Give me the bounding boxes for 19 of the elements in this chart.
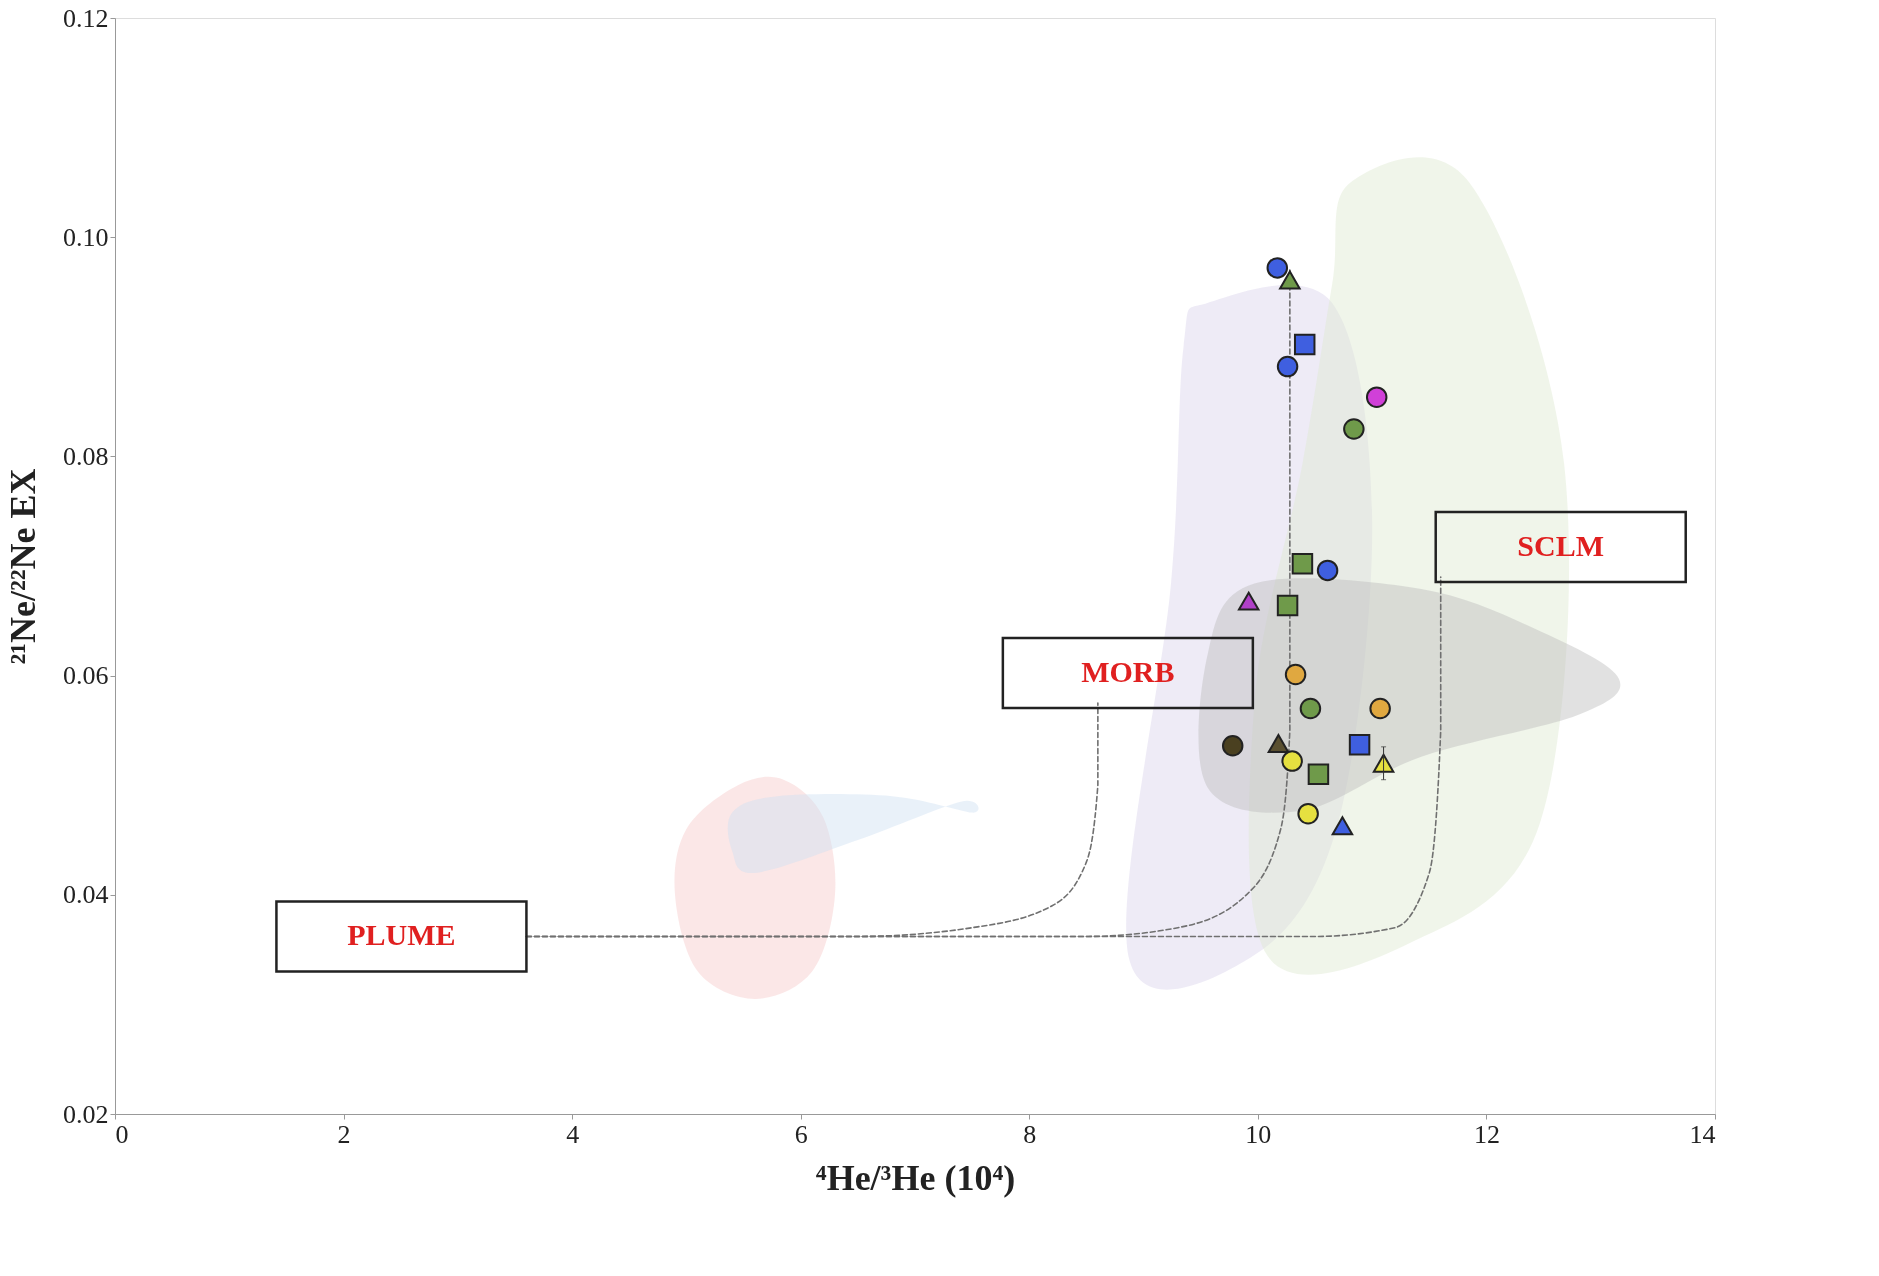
x-tick-label: 6 [794,1119,808,1149]
y-tick-label: 0.04 [63,880,109,910]
y-tick-label: 0.02 [63,1099,109,1129]
y-tick-label: 0.06 [63,661,109,691]
y-tick-label: 0.12 [63,3,109,33]
x-tick-label: 8 [1023,1119,1037,1149]
x-tick-label: 14 [1689,1119,1716,1149]
x-tick-label: 4 [566,1119,580,1149]
x-tick-label: 12 [1473,1119,1500,1149]
x-tick-label: 2 [337,1119,351,1149]
y-axis-title: ²¹Ne/²²Ne EX [3,468,43,665]
annotation: MORB [1081,655,1175,688]
x-axis-title: ⁴He/³He (10⁴) [815,1157,1016,1198]
y-tick-label: 0.08 [63,441,109,471]
x-tick-label: 0 [115,1119,129,1149]
y-tick-label: 0.10 [63,222,109,252]
annotation: SCLM [1517,528,1605,562]
annotation: PLUME [347,918,456,952]
x-tick-label: 10 [1245,1119,1272,1149]
